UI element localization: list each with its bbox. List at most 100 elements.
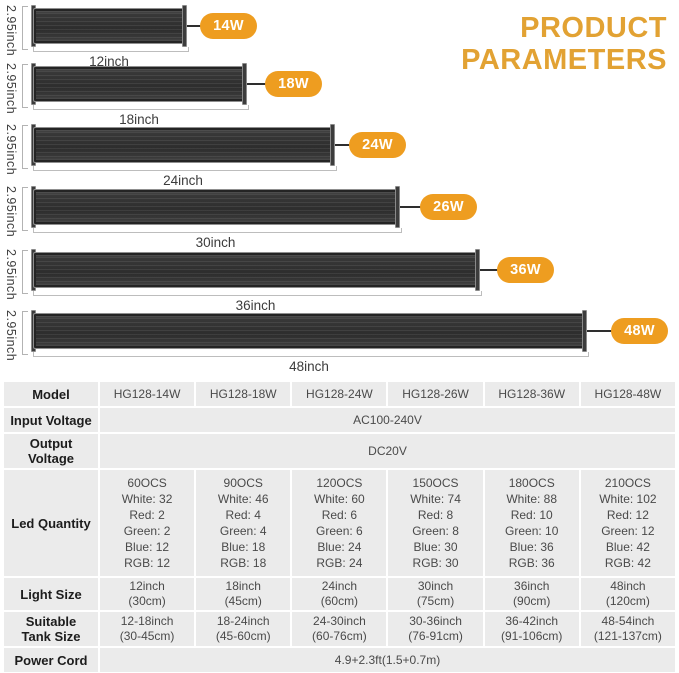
length-dimension-line bbox=[33, 47, 189, 52]
light-size-cell: 30inch (75cm) bbox=[388, 578, 483, 610]
tank-size-cell: 48-54inch (121-137cm) bbox=[580, 612, 675, 646]
row-label-light-size: Light Size bbox=[4, 578, 98, 610]
length-dimension-line bbox=[33, 352, 589, 357]
led-quantity-cell: 90OCS White: 46 Red: 4 Green: 4 Blue: 18… bbox=[196, 470, 291, 576]
table-row-light-size: Light Size 12inch (30cm) 18inch (45cm) 2… bbox=[4, 578, 675, 610]
fixture-body bbox=[33, 127, 333, 163]
length-dimension-label: 12inch bbox=[89, 54, 129, 69]
fixture-body bbox=[33, 252, 478, 288]
table-row-led-quantity: Led Quantity 60OCS White: 32 Red: 2 Gree… bbox=[4, 470, 675, 576]
height-bracket-icon bbox=[22, 64, 28, 108]
height-dimension-label: 2.95inch bbox=[4, 5, 18, 57]
tank-size-cell: 18-24inch (45-60cm) bbox=[196, 612, 291, 646]
fixture-body bbox=[33, 189, 398, 225]
model-cell: HG128-48W bbox=[580, 382, 675, 406]
length-dimension-line bbox=[33, 105, 249, 110]
page-title: PRODUCT PARAMETERS bbox=[461, 12, 667, 76]
mounting-bracket-right bbox=[330, 124, 335, 166]
height-dimension-label: 2.95inch bbox=[4, 124, 18, 176]
badge-connector-line bbox=[335, 144, 351, 146]
length-dimension-label: 48inch bbox=[289, 359, 329, 374]
model-cell: HG128-24W bbox=[292, 382, 387, 406]
mounting-bracket-right bbox=[395, 186, 400, 228]
length-dimension-label: 18inch bbox=[119, 112, 159, 127]
badge-connector-line bbox=[400, 206, 422, 208]
height-bracket-icon bbox=[22, 311, 28, 355]
wattage-badge: 18W bbox=[265, 71, 322, 97]
light-fixture-36inch: 2.95inch 36W 36inch bbox=[0, 249, 679, 313]
light-fixture-12inch: 2.95inch 14W 12inch bbox=[0, 5, 679, 69]
wattage-badge: 48W bbox=[611, 318, 668, 344]
led-quantity-cell: 210OCS White: 102 Red: 12 Green: 12 Blue… bbox=[580, 470, 675, 576]
model-cell: HG128-14W bbox=[100, 382, 195, 406]
led-quantity-cell: 60OCS White: 32 Red: 2 Green: 2 Blue: 12… bbox=[100, 470, 195, 576]
mounting-bracket-right bbox=[475, 249, 480, 291]
tank-size-cell: 36-42inch (91-106cm) bbox=[484, 612, 579, 646]
row-label-output-voltage: Output Voltage bbox=[4, 434, 98, 468]
height-dimension-label: 2.95inch bbox=[4, 63, 18, 115]
row-label-led-quantity: Led Quantity bbox=[4, 470, 98, 576]
light-fixture-48inch: 2.95inch 48W 48inch bbox=[0, 310, 679, 374]
power-cord-cell: 4.9+2.3ft(1.5+0.7m) bbox=[100, 648, 675, 672]
table-row-model: Model HG128-14W HG128-18W HG128-24W HG12… bbox=[4, 382, 675, 406]
length-dimension-label: 36inch bbox=[235, 298, 276, 313]
led-quantity-cell: 180OCS White: 88 Red: 10 Green: 10 Blue:… bbox=[484, 470, 579, 576]
fixture-body bbox=[33, 66, 245, 102]
table-row-tank-size: Suitable Tank Size 12-18inch (30-45cm) 1… bbox=[4, 612, 675, 646]
light-size-cell: 24inch (60cm) bbox=[292, 578, 387, 610]
table-row-input-voltage: Input Voltage AC100-240V bbox=[4, 408, 675, 432]
spec-table: Model HG128-14W HG128-18W HG128-24W HG12… bbox=[2, 380, 677, 673]
led-quantity-cell: 150OCS White: 74 Red: 8 Green: 8 Blue: 3… bbox=[388, 470, 483, 576]
length-dimension-line bbox=[33, 228, 402, 233]
height-dimension-label: 2.95inch bbox=[4, 186, 18, 238]
height-bracket-icon bbox=[22, 187, 28, 231]
light-fixture-24inch: 2.95inch 24W 24inch bbox=[0, 124, 679, 188]
model-cell: HG128-36W bbox=[484, 382, 579, 406]
tank-size-cell: 30-36inch (76-91cm) bbox=[388, 612, 483, 646]
mounting-bracket-right bbox=[582, 310, 587, 352]
row-label-input-voltage: Input Voltage bbox=[4, 408, 98, 432]
light-size-cell: 18inch (45cm) bbox=[196, 578, 291, 610]
length-dimension-line bbox=[33, 291, 482, 296]
badge-connector-line bbox=[587, 330, 613, 332]
height-dimension-label: 2.95inch bbox=[4, 249, 18, 301]
length-dimension-line bbox=[33, 166, 337, 171]
tank-size-cell: 12-18inch (30-45cm) bbox=[100, 612, 195, 646]
table-row-power-cord: Power Cord 4.9+2.3ft(1.5+0.7m) bbox=[4, 648, 675, 672]
length-dimension-label: 24inch bbox=[163, 173, 203, 188]
light-size-cell: 36inch (90cm) bbox=[484, 578, 579, 610]
light-fixture-30inch: 2.95inch 26W 30inch bbox=[0, 186, 679, 250]
light-fixture-18inch: 2.95inch 18W 18inch bbox=[0, 63, 679, 127]
row-label-model: Model bbox=[4, 382, 98, 406]
model-cell: HG128-18W bbox=[196, 382, 291, 406]
wattage-badge: 36W bbox=[497, 257, 554, 283]
badge-connector-line bbox=[187, 25, 202, 27]
model-cell: HG128-26W bbox=[388, 382, 483, 406]
input-voltage-cell: AC100-240V bbox=[100, 408, 675, 432]
title-line-1: PRODUCT bbox=[520, 12, 667, 44]
badge-connector-line bbox=[480, 269, 499, 271]
length-dimension-label: 30inch bbox=[195, 235, 236, 250]
title-line-2: PARAMETERS bbox=[461, 44, 667, 76]
tank-size-cell: 24-30inch (60-76cm) bbox=[292, 612, 387, 646]
row-label-power-cord: Power Cord bbox=[4, 648, 98, 672]
fixture-body bbox=[33, 8, 185, 44]
mounting-bracket-right bbox=[182, 5, 187, 47]
output-voltage-cell: DC20V bbox=[100, 434, 675, 468]
wattage-badge: 24W bbox=[349, 132, 406, 158]
wattage-badge: 26W bbox=[420, 194, 477, 220]
height-dimension-label: 2.95inch bbox=[4, 310, 18, 362]
height-bracket-icon bbox=[22, 125, 28, 169]
height-bracket-icon bbox=[22, 250, 28, 294]
row-label-tank-size: Suitable Tank Size bbox=[4, 612, 98, 646]
led-quantity-cell: 120OCS White: 60 Red: 6 Green: 6 Blue: 2… bbox=[292, 470, 387, 576]
mounting-bracket-right bbox=[242, 63, 247, 105]
badge-connector-line bbox=[247, 83, 267, 85]
light-size-cell: 12inch (30cm) bbox=[100, 578, 195, 610]
height-bracket-icon bbox=[22, 6, 28, 50]
wattage-badge: 14W bbox=[200, 13, 257, 39]
table-row-output-voltage: Output Voltage DC20V bbox=[4, 434, 675, 468]
light-size-cell: 48inch (120cm) bbox=[580, 578, 675, 610]
fixture-body bbox=[33, 313, 585, 349]
